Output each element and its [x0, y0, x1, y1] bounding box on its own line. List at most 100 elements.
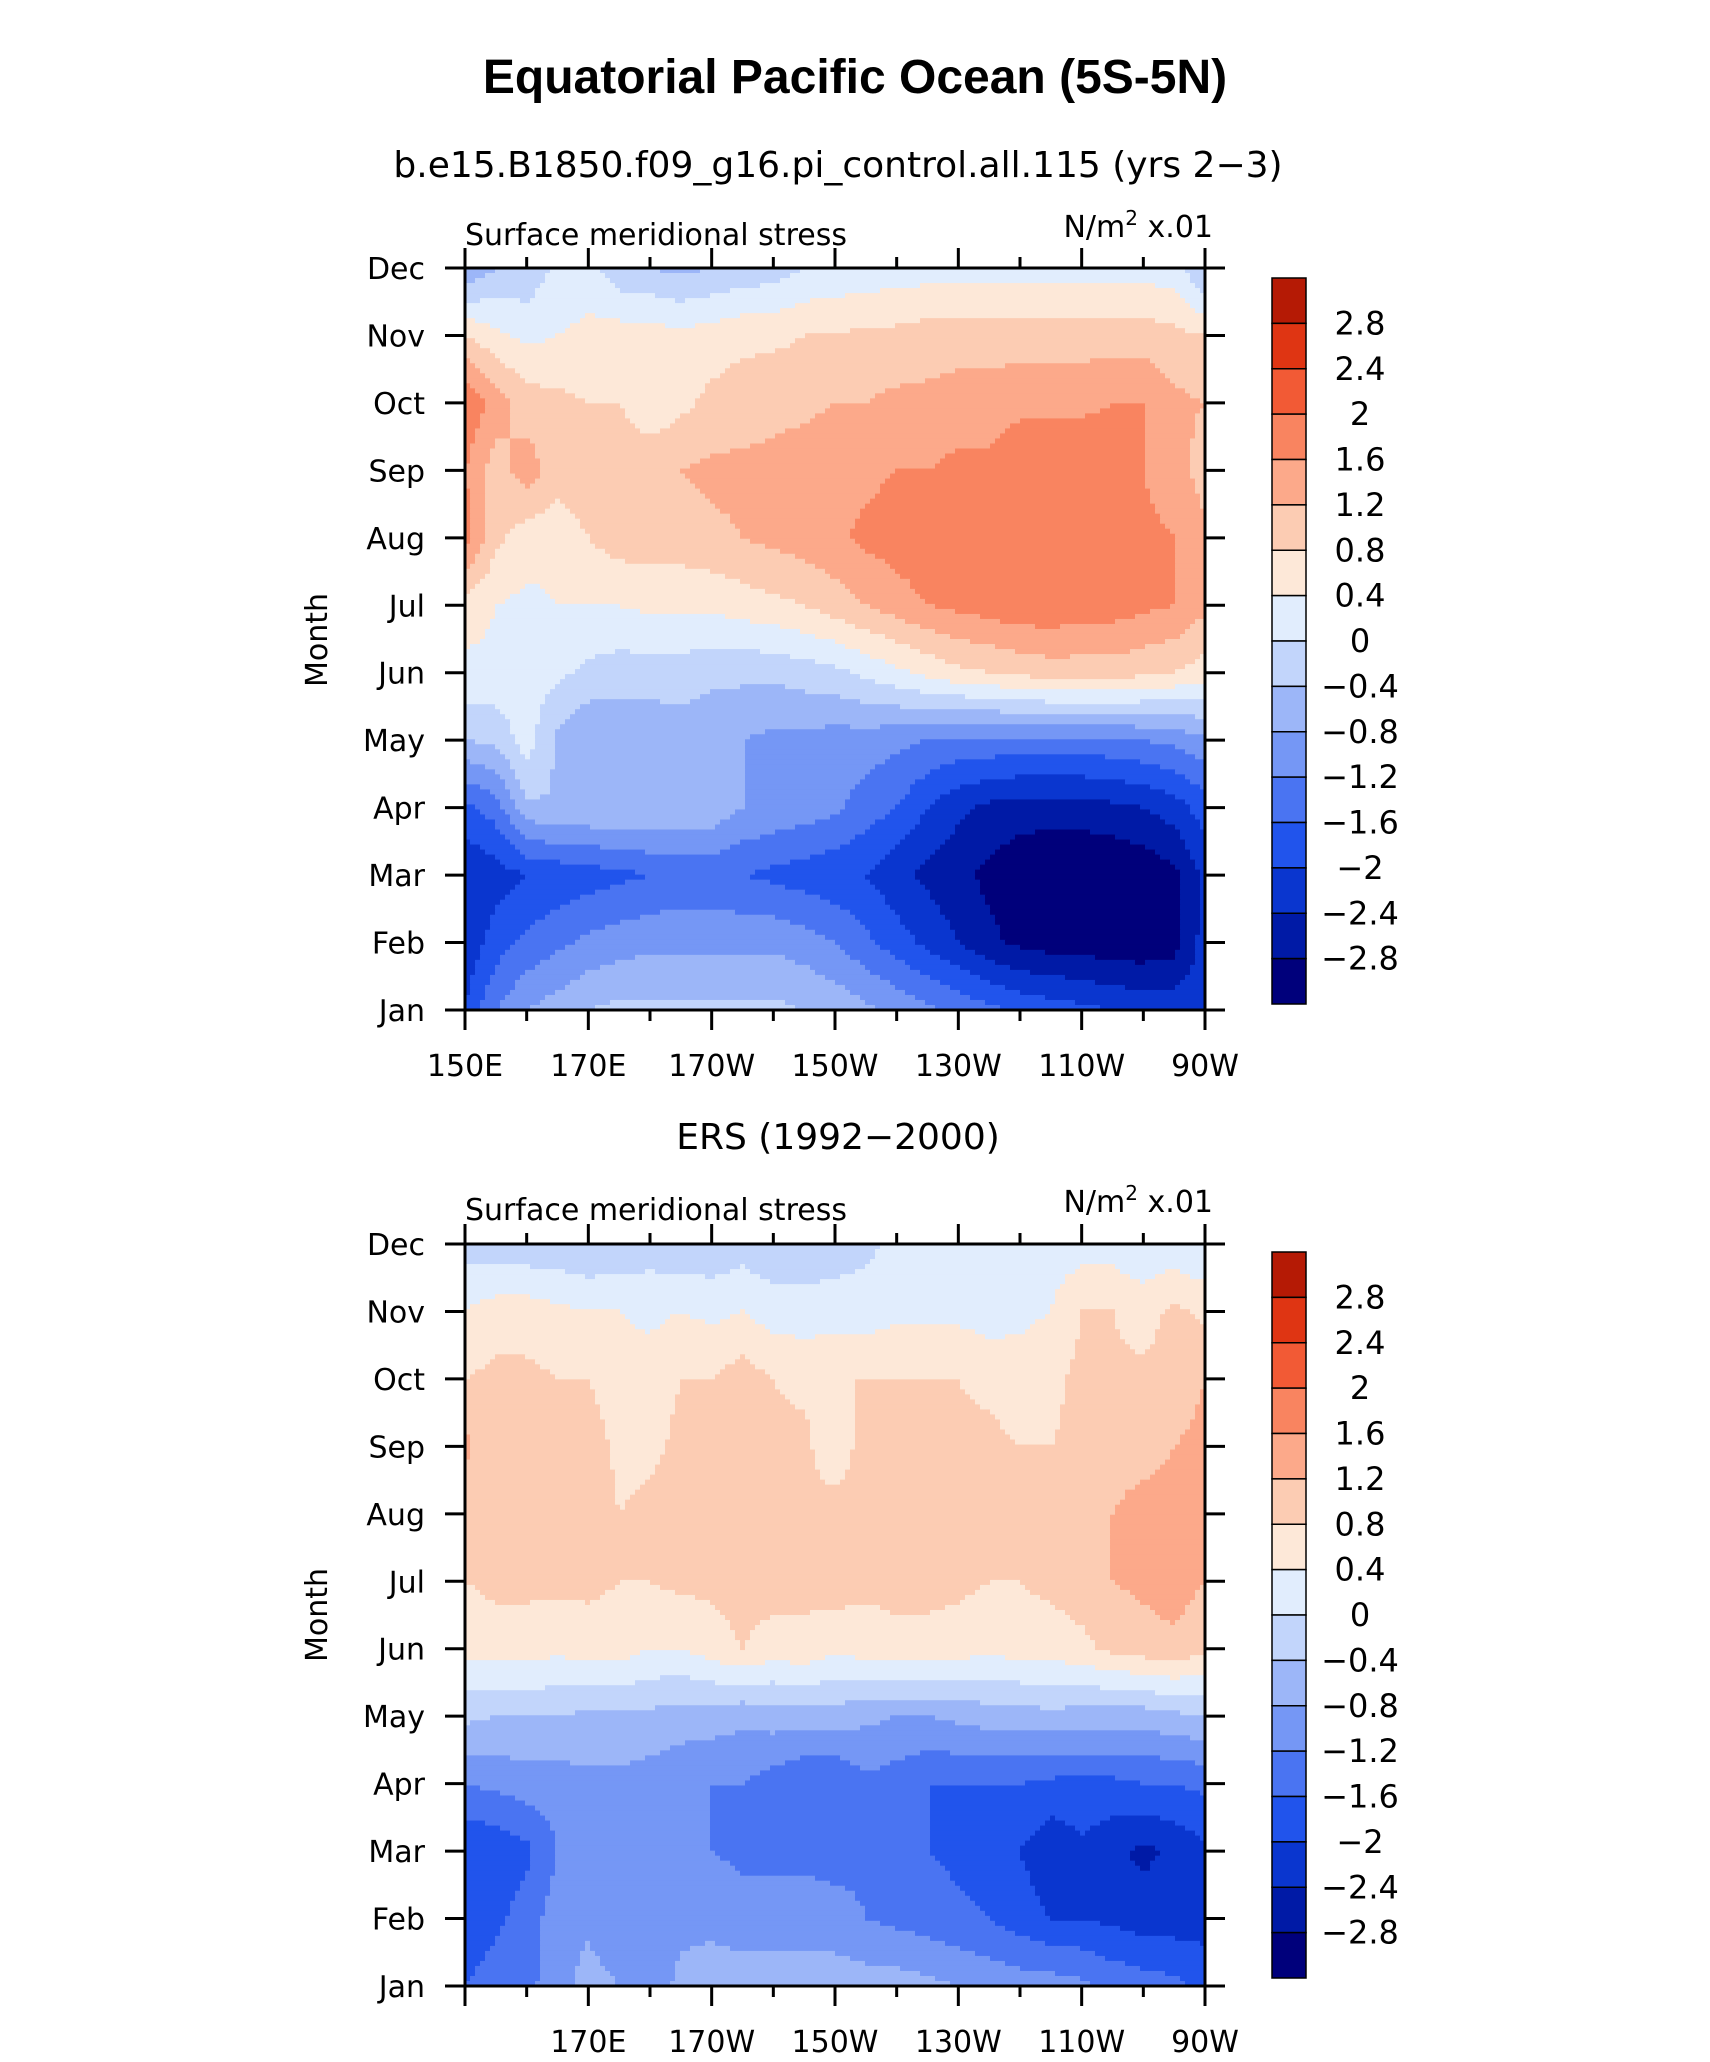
- contour-cell: [1150, 809, 1191, 816]
- contour-cell: [465, 1429, 606, 1436]
- contour-cell: [470, 1374, 556, 1380]
- contour-cell: [1005, 363, 1156, 369]
- contour-cell: [530, 1599, 586, 1606]
- contour-cell: [465, 513, 471, 520]
- contour-cell: [860, 959, 906, 966]
- contour-cell: [870, 603, 936, 610]
- contour-cell: [555, 1845, 711, 1852]
- contour-cell: [535, 453, 711, 460]
- contour-cell: [745, 1354, 1076, 1360]
- contour-cell: [600, 1409, 676, 1416]
- contour-cell: [975, 874, 1181, 881]
- contour-cell: [990, 1409, 1061, 1416]
- contour-cell: [1140, 1780, 1205, 1787]
- contour-cell: [510, 463, 541, 470]
- contour-cell: [1195, 944, 1205, 951]
- contour-cell: [1195, 1594, 1205, 1601]
- contour-cell: [1055, 1294, 1205, 1300]
- contour-cell: [1100, 1004, 1205, 1010]
- contour-cell: [945, 1940, 1046, 1947]
- contour-cell: [1185, 1785, 1205, 1792]
- contour-cell: [875, 393, 1191, 399]
- contour-cell: [845, 1474, 1151, 1481]
- contour-cell: [550, 769, 746, 775]
- contour-cell: [965, 1389, 1066, 1395]
- contour-cell: [1195, 954, 1205, 961]
- contour-cell: [845, 949, 891, 956]
- panel-model-subtitle: b.e15.B1850.f09_g16.pi_control.all.115 (…: [393, 145, 1282, 186]
- contour-cell: [585, 1274, 596, 1280]
- contour-cell: [520, 1835, 556, 1842]
- contour-cell: [685, 1740, 1205, 1746]
- contour-cell: [920, 969, 971, 976]
- contour-cell: [755, 353, 1205, 359]
- contour-cell: [870, 1259, 1205, 1265]
- contour-cell: [550, 909, 661, 916]
- contour-cell: [745, 804, 846, 811]
- contour-cell: [780, 1389, 856, 1395]
- contour-cell: [465, 714, 506, 720]
- contour-cell: [1075, 1354, 1205, 1360]
- contour-cell: [615, 1975, 676, 1982]
- contour-cell: [535, 293, 656, 299]
- contour-cell: [465, 1655, 551, 1661]
- contour-cell: [1170, 528, 1205, 535]
- contour-cell: [655, 1705, 1041, 1711]
- contour-cell: [470, 458, 491, 465]
- contour-cell: [920, 814, 966, 821]
- contour-cell: [470, 493, 486, 500]
- contour-cell: [920, 879, 981, 886]
- contour-cell: [740, 1645, 746, 1651]
- colorbar-box: [1271, 1478, 1307, 1525]
- contour-cell: [470, 358, 501, 364]
- contour-cell: [465, 1324, 636, 1330]
- contour-cell: [640, 1650, 691, 1656]
- contour-cell: [600, 844, 731, 851]
- contour-cell: [720, 1319, 756, 1325]
- contour-cell: [555, 598, 796, 605]
- contour-cell: [930, 1810, 1205, 1817]
- contour-cell: [885, 899, 936, 906]
- contour-cell: [465, 1840, 531, 1847]
- contour-cell: [465, 1349, 1076, 1355]
- colorbar-box: [1271, 1568, 1307, 1616]
- contour-cell: [840, 844, 896, 851]
- contour-cell: [520, 829, 776, 836]
- contour-cell: [565, 984, 846, 991]
- contour-cell: [465, 1524, 1111, 1531]
- contour-cell: [485, 493, 706, 500]
- contour-cell: [745, 754, 891, 760]
- contour-cell: [555, 1860, 731, 1867]
- contour-cell: [1185, 774, 1205, 780]
- contour-cell: [1180, 919, 1201, 926]
- contour-cell: [465, 1880, 521, 1887]
- contour-cell: [480, 1589, 606, 1596]
- contour-cell: [1045, 1910, 1205, 1917]
- contour-cell: [1190, 1419, 1205, 1426]
- contour-cell: [855, 1379, 961, 1385]
- contour-cell: [465, 1845, 531, 1852]
- contour-cell: [465, 1559, 1111, 1566]
- contour-cell: [530, 438, 766, 445]
- contour-cell: [910, 784, 961, 790]
- contour-cell: [695, 1594, 966, 1601]
- contour-cell: [1005, 1655, 1146, 1661]
- contour-cell: [1200, 904, 1205, 911]
- contour-cell: [1135, 1484, 1205, 1491]
- y-tick-label: Jan: [377, 994, 425, 1029]
- contour-cell: [870, 398, 1201, 404]
- contour-cell: [550, 1369, 721, 1375]
- contour-cell: [485, 463, 511, 470]
- contour-cell: [1190, 1599, 1205, 1606]
- contour-cell: [1195, 959, 1205, 966]
- contour-cell: [1155, 503, 1201, 510]
- contour-cell: [465, 849, 486, 856]
- contour-cell: [605, 1434, 671, 1441]
- contour-cell: [465, 1690, 1156, 1696]
- contour-cell: [1150, 358, 1205, 364]
- contour-cell: [505, 533, 591, 540]
- contour-cell: [510, 398, 586, 404]
- contour-cell: [930, 854, 991, 861]
- y-tick-label: Jul: [387, 589, 425, 624]
- contour-cell: [1035, 829, 1091, 836]
